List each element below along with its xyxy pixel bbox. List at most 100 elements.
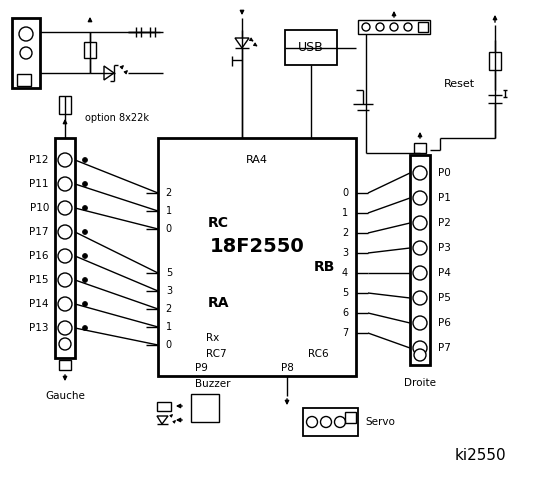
Text: 2: 2 [166, 304, 172, 314]
Circle shape [58, 201, 72, 215]
Text: P10: P10 [30, 203, 49, 213]
Circle shape [413, 341, 427, 355]
Circle shape [306, 417, 317, 428]
Circle shape [19, 27, 33, 41]
Circle shape [321, 417, 331, 428]
Circle shape [58, 153, 72, 167]
Text: 1: 1 [166, 322, 172, 332]
Circle shape [58, 249, 72, 263]
Text: 6: 6 [342, 308, 348, 318]
Circle shape [59, 338, 71, 350]
Circle shape [58, 321, 72, 335]
Text: 0: 0 [342, 188, 348, 198]
Circle shape [82, 205, 87, 211]
Text: 1: 1 [342, 208, 348, 218]
Text: RB: RB [314, 260, 335, 274]
Text: 1: 1 [166, 206, 172, 216]
Bar [59, 96, 71, 114]
Bar [59, 360, 71, 370]
Text: P5: P5 [438, 293, 451, 303]
Bar [414, 143, 426, 153]
Circle shape [82, 229, 87, 235]
Text: option 8x22k: option 8x22k [85, 113, 149, 123]
Bar [489, 52, 501, 70]
Bar [55, 138, 75, 358]
Text: Reset: Reset [444, 79, 475, 89]
Circle shape [82, 157, 87, 163]
Text: P3: P3 [438, 243, 451, 253]
Circle shape [58, 273, 72, 287]
Circle shape [58, 297, 72, 311]
Circle shape [390, 23, 398, 31]
Bar [410, 155, 430, 365]
Text: P8: P8 [280, 363, 294, 373]
Text: 3: 3 [342, 248, 348, 258]
Circle shape [404, 23, 412, 31]
Text: P11: P11 [29, 179, 49, 189]
Text: P17: P17 [29, 227, 49, 237]
Text: RA: RA [208, 296, 229, 310]
Bar [285, 30, 337, 65]
Circle shape [413, 291, 427, 305]
Circle shape [414, 349, 426, 361]
Text: 3: 3 [166, 286, 172, 296]
Circle shape [82, 325, 87, 331]
Circle shape [20, 47, 32, 59]
Bar [158, 138, 356, 376]
Text: 0: 0 [166, 340, 172, 350]
Bar [12, 18, 40, 88]
Circle shape [82, 253, 87, 259]
Circle shape [413, 316, 427, 330]
Circle shape [82, 301, 87, 307]
Text: Gauche: Gauche [45, 391, 85, 401]
Bar [345, 412, 356, 423]
Circle shape [413, 266, 427, 280]
Text: RC7: RC7 [206, 349, 227, 359]
Text: P14: P14 [29, 299, 49, 309]
Text: ki2550: ki2550 [454, 447, 506, 463]
Text: P2: P2 [438, 218, 451, 228]
Text: Servo: Servo [365, 417, 395, 427]
Text: 18F2550: 18F2550 [210, 238, 304, 256]
Text: P13: P13 [29, 323, 49, 333]
Circle shape [58, 225, 72, 239]
Text: 7: 7 [342, 328, 348, 338]
Text: P16: P16 [29, 251, 49, 261]
Circle shape [82, 181, 87, 187]
Text: P6: P6 [438, 318, 451, 328]
Circle shape [413, 166, 427, 180]
Text: P4: P4 [438, 268, 451, 278]
Text: RC6: RC6 [308, 349, 328, 359]
Text: RC: RC [208, 216, 229, 230]
Bar [191, 394, 219, 422]
Text: 4: 4 [342, 268, 348, 278]
Circle shape [362, 23, 370, 31]
Text: Rx: Rx [206, 333, 219, 343]
Circle shape [335, 417, 346, 428]
Bar [84, 42, 96, 58]
Bar [157, 402, 171, 411]
Bar [358, 20, 430, 34]
Circle shape [413, 216, 427, 230]
Text: 0: 0 [166, 224, 172, 234]
Text: Buzzer: Buzzer [195, 379, 231, 389]
Text: 5: 5 [166, 268, 172, 278]
Text: Droite: Droite [404, 378, 436, 388]
Circle shape [413, 241, 427, 255]
Text: USB: USB [298, 41, 324, 54]
Bar [418, 22, 428, 32]
Text: P1: P1 [438, 193, 451, 203]
Text: 2: 2 [342, 228, 348, 238]
Bar [17, 74, 31, 86]
Text: P15: P15 [29, 275, 49, 285]
Text: 5: 5 [342, 288, 348, 298]
Text: 2: 2 [166, 188, 172, 198]
Text: P7: P7 [438, 343, 451, 353]
Text: P12: P12 [29, 155, 49, 165]
Circle shape [82, 277, 87, 283]
Circle shape [58, 177, 72, 191]
Circle shape [376, 23, 384, 31]
Text: RA4: RA4 [246, 155, 268, 165]
Bar [303, 408, 358, 436]
Text: P0: P0 [438, 168, 451, 178]
